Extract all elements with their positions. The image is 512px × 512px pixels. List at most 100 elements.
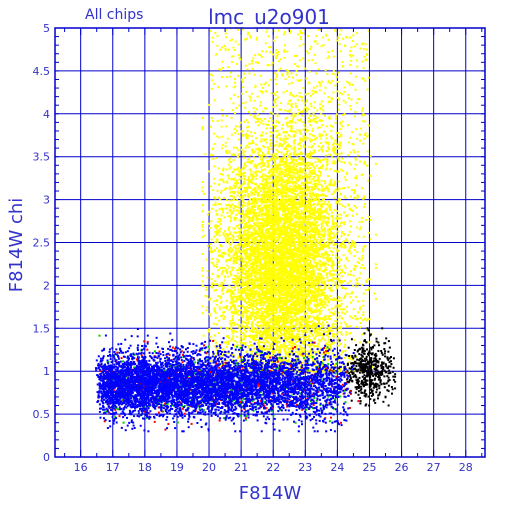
data-point bbox=[314, 171, 316, 174]
data-point bbox=[297, 268, 300, 271]
data-point bbox=[226, 75, 229, 78]
data-point bbox=[253, 116, 256, 119]
data-point bbox=[289, 188, 292, 190]
data-point bbox=[276, 288, 279, 291]
data-point bbox=[364, 120, 367, 123]
data-point bbox=[285, 274, 288, 277]
data-point bbox=[331, 329, 334, 332]
data-point bbox=[317, 176, 320, 179]
data-point bbox=[285, 235, 288, 238]
data-point bbox=[313, 169, 316, 172]
data-point bbox=[221, 353, 224, 356]
data-point bbox=[235, 276, 238, 279]
data-point bbox=[255, 148, 257, 151]
data-point bbox=[254, 330, 257, 333]
data-point bbox=[290, 104, 293, 107]
data-point bbox=[225, 36, 228, 39]
data-point bbox=[356, 251, 359, 253]
data-point bbox=[283, 33, 285, 36]
data-point bbox=[235, 182, 238, 185]
data-point bbox=[260, 326, 263, 329]
data-point bbox=[304, 304, 307, 307]
data-point bbox=[363, 267, 366, 270]
data-point bbox=[225, 233, 227, 236]
data-point bbox=[269, 111, 272, 114]
data-point bbox=[362, 292, 365, 295]
data-point bbox=[247, 304, 250, 306]
data-point bbox=[298, 176, 301, 179]
data-point bbox=[322, 189, 325, 192]
data-point bbox=[337, 327, 340, 330]
data-point bbox=[206, 276, 209, 279]
data-point bbox=[264, 206, 267, 209]
data-point bbox=[287, 348, 290, 351]
data-point bbox=[261, 134, 264, 137]
data-point bbox=[332, 260, 335, 263]
data-point bbox=[224, 207, 227, 210]
data-point bbox=[333, 326, 336, 329]
data-point bbox=[302, 193, 305, 196]
data-point bbox=[223, 188, 226, 191]
data-point bbox=[309, 217, 312, 220]
data-point bbox=[290, 207, 293, 210]
data-point bbox=[253, 305, 256, 308]
data-point bbox=[293, 158, 295, 161]
data-point bbox=[250, 244, 253, 247]
data-point bbox=[264, 327, 267, 330]
data-point bbox=[344, 280, 346, 282]
data-point bbox=[368, 341, 371, 344]
data-point bbox=[338, 200, 341, 203]
data-point bbox=[332, 313, 335, 316]
data-point bbox=[308, 317, 310, 320]
data-point bbox=[218, 275, 221, 278]
data-point bbox=[268, 232, 271, 235]
data-point bbox=[331, 149, 334, 152]
data-point bbox=[336, 331, 339, 334]
data-point bbox=[235, 107, 238, 110]
data-point bbox=[343, 246, 346, 249]
data-point bbox=[259, 255, 262, 258]
data-point bbox=[315, 310, 318, 313]
data-point bbox=[288, 247, 291, 250]
data-point bbox=[274, 203, 277, 206]
data-point bbox=[265, 348, 267, 350]
data-point bbox=[294, 220, 297, 223]
data-point bbox=[298, 44, 301, 47]
data-point bbox=[231, 195, 234, 198]
data-point bbox=[272, 203, 274, 206]
data-point bbox=[289, 156, 292, 159]
data-point bbox=[294, 114, 297, 117]
data-point bbox=[330, 137, 333, 140]
data-point bbox=[353, 196, 356, 199]
data-point bbox=[253, 198, 256, 201]
data-point bbox=[288, 223, 290, 226]
data-point bbox=[323, 291, 325, 294]
data-point bbox=[231, 280, 234, 283]
data-point bbox=[268, 280, 271, 283]
data-point bbox=[249, 336, 252, 339]
data-point bbox=[311, 59, 314, 62]
data-point bbox=[307, 198, 310, 201]
data-point bbox=[237, 149, 240, 152]
data-point bbox=[287, 134, 290, 136]
data-point bbox=[319, 84, 322, 87]
data-point bbox=[242, 86, 245, 88]
data-point bbox=[273, 351, 276, 354]
data-point bbox=[278, 337, 281, 340]
data-point bbox=[261, 242, 264, 244]
data-point bbox=[283, 335, 286, 337]
data-point bbox=[240, 314, 243, 317]
data-point bbox=[228, 163, 231, 166]
data-point bbox=[290, 157, 293, 160]
data-point bbox=[313, 244, 316, 247]
data-point bbox=[265, 107, 268, 110]
data-point bbox=[307, 327, 310, 330]
data-point bbox=[294, 245, 297, 248]
data-point bbox=[233, 205, 236, 207]
data-point bbox=[276, 91, 278, 93]
data-point bbox=[256, 342, 259, 344]
data-point bbox=[340, 331, 343, 334]
data-point bbox=[285, 144, 288, 147]
data-point bbox=[290, 276, 293, 279]
data-point bbox=[247, 345, 250, 348]
